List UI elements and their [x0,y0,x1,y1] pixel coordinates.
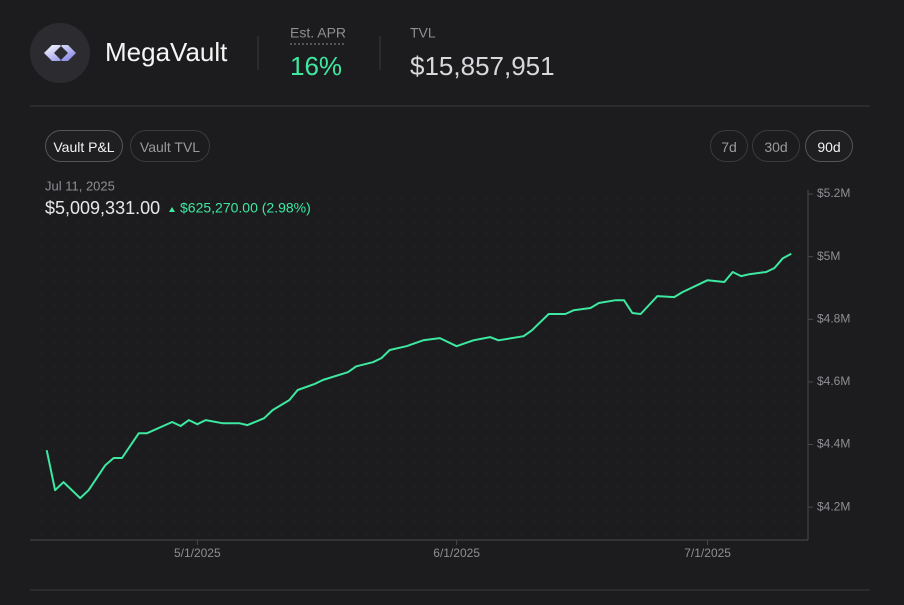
tooltip-date: Jul 11, 2025 [45,178,115,193]
y-tick-label: $4.6M [817,374,850,388]
x-tick-label: 7/1/2025 [684,546,731,560]
chart: $4.2M $4.4M $4.6M $4.8M $5M $5.2M 5/1/2025 6/1/… [30,186,850,560]
range-button[interactable]: 7d [710,130,748,162]
range-button[interactable]: 90d [805,130,853,162]
tvl-label: TVL [410,25,436,41]
tooltip-change: $625,270.00 (2.98%) [180,200,311,216]
tvl-value: $15,857,951 [410,51,555,81]
logo-mark [44,45,76,61]
logo [30,23,90,83]
y-tick-label: $4.2M [817,499,850,513]
plot-bg [30,190,808,540]
y-tick-label: $4.8M [817,311,850,325]
pnl-line [45,252,792,500]
vault-name: MegaVault [105,37,228,67]
x-tick-label: 6/1/2025 [433,546,480,560]
tab[interactable]: Vault P&L [45,130,123,162]
up-arrow [169,207,175,212]
x-tick-label: 5/1/2025 [174,546,221,560]
tooltip-value: $5,009,331.00 [45,198,160,218]
apr-value: 16% [290,51,342,81]
range-button[interactable]: 30d [752,130,800,162]
tab[interactable]: Vault TVL [130,130,210,162]
y-tick-label: $4.4M [817,437,850,451]
y-tick-label: $5M [817,249,840,263]
y-tick-label: $5.2M [817,186,850,200]
apr-label: Est. APR [290,25,346,41]
